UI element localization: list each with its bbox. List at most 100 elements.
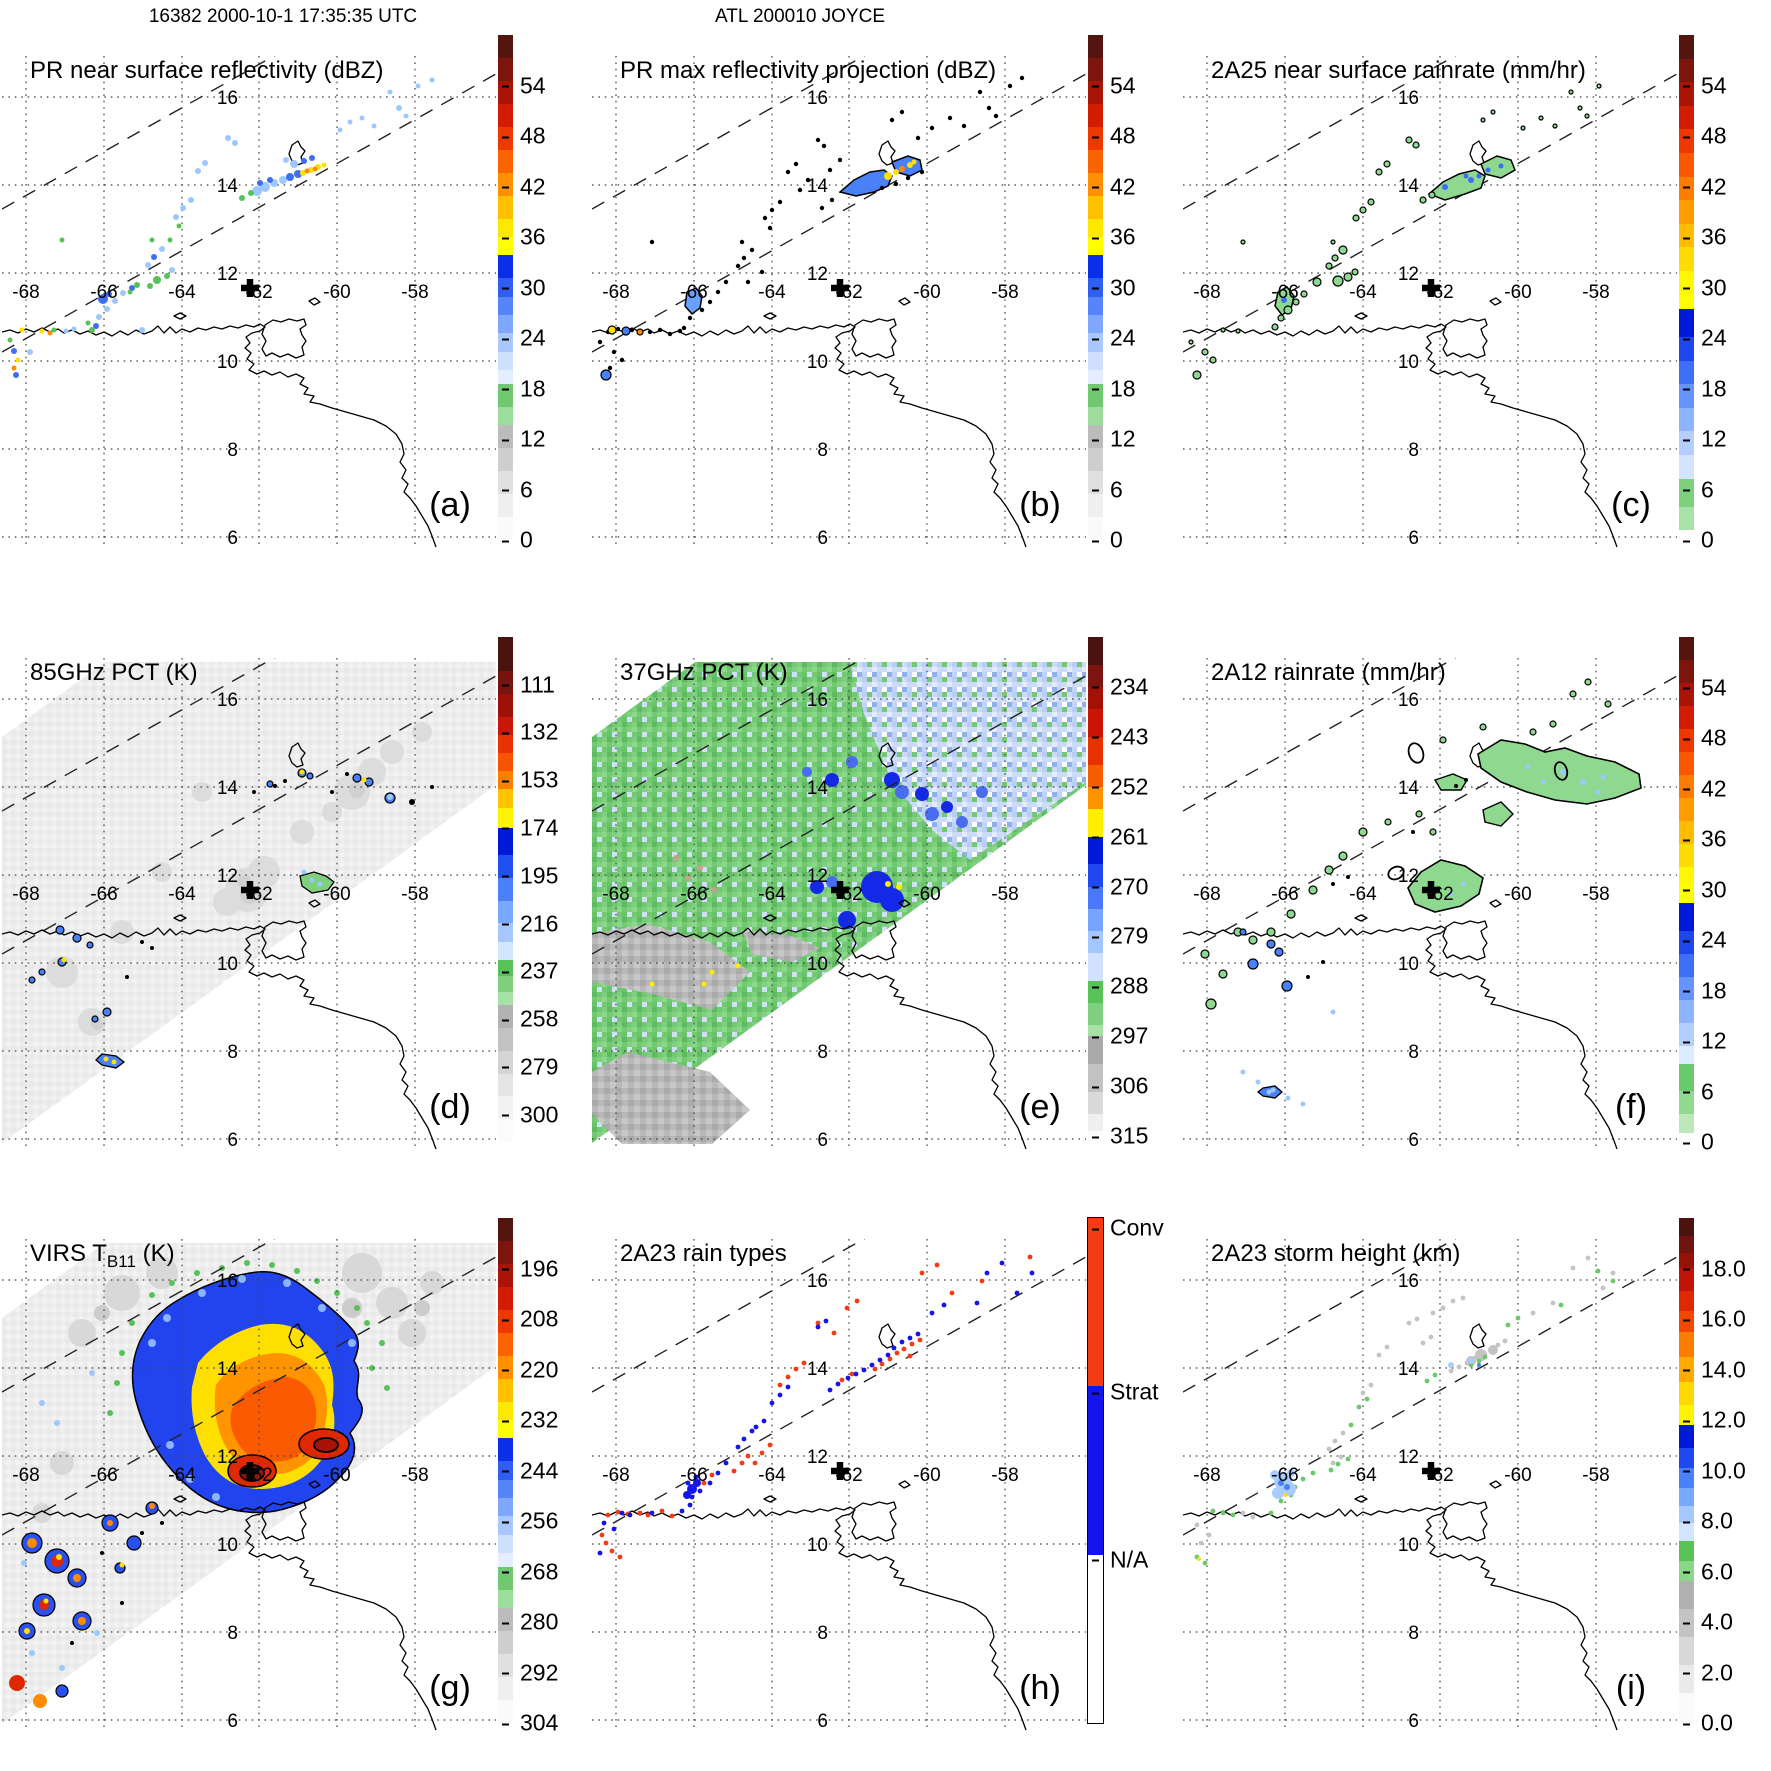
- colorbar-segment: [1679, 843, 1694, 867]
- lon-label: -68: [12, 884, 39, 905]
- colorbar-segment: [1679, 1022, 1694, 1046]
- colorbar-tick: 24: [1683, 324, 1727, 351]
- colorbar-segment: [1679, 999, 1694, 1023]
- lon-label: -58: [991, 282, 1018, 303]
- data-blob: [95, 1053, 126, 1069]
- lat-label: 10: [1398, 954, 1419, 975]
- colorbar-segment: [1088, 35, 1103, 58]
- data-dots: [15, 162, 327, 363]
- colorbar-segment: [1088, 886, 1103, 909]
- coastline: [1183, 323, 1618, 548]
- lon-label: -64: [1349, 1465, 1377, 1486]
- colorbar-tick: Conv: [1092, 1214, 1164, 1241]
- colorbar-segment: [498, 855, 513, 879]
- colorbar-tick: 268: [501, 1558, 559, 1584]
- colorbar-tick: 256: [501, 1507, 559, 1534]
- colorbar-tick: 208: [501, 1305, 559, 1332]
- colorbar-segment: [1679, 866, 1694, 885]
- axis-labels: -68 -66 -64 -62 -60 -58 16 14 12 10 8 6: [602, 88, 1018, 549]
- colorbar-segment: [1679, 1045, 1694, 1064]
- coastline: [1183, 925, 1618, 1150]
- colorbar-tick: 18: [1092, 375, 1136, 401]
- lon-label: -66: [680, 1465, 707, 1486]
- colorbar-segment: [1088, 1114, 1103, 1131]
- lon-label: -60: [913, 282, 940, 303]
- coastline: [763, 312, 777, 320]
- colorbar-segment: [1679, 1404, 1694, 1425]
- colorbar-segment: [1679, 35, 1694, 59]
- colorbar-tick: 220: [501, 1356, 559, 1382]
- colorbar-tick: 54: [1092, 72, 1136, 98]
- colorbar-segment: [498, 1516, 513, 1535]
- axis-labels: -68 -66 -64 -62 -60 -58 16 14 12 10 8 6: [1193, 1271, 1609, 1732]
- colorbar-tick: N/A: [1091, 1546, 1149, 1573]
- colorbar-e: [1088, 637, 1103, 1142]
- panel-letter: (c): [1611, 486, 1651, 524]
- map-i: -68 -66 -64 -62 -60 -58 16 14 12 10 8 6 (i) 2A23 stor…: [1183, 1239, 1677, 1732]
- field-texture: [802, 756, 988, 888]
- colorbar-segment: [1679, 1235, 1694, 1254]
- colorbar-segment: [1088, 864, 1103, 887]
- storm-center-cross: [831, 1462, 849, 1480]
- colorbar-segment: [1088, 195, 1103, 219]
- colorbar-segment: [1679, 1382, 1694, 1405]
- colorbar-tick: 216: [501, 910, 559, 937]
- lat-label: 8: [817, 1042, 828, 1063]
- colorbar-tick-labels: 54 48 42 36 30 24 18 12 6 0: [1683, 35, 1769, 553]
- colorbar-segment: [1679, 1581, 1694, 1610]
- colorbar-tick: 4.0: [1683, 1608, 1733, 1635]
- colorbar-segment: [498, 1608, 513, 1632]
- lon-label: -66: [90, 1465, 117, 1486]
- data-blob: [1407, 859, 1484, 913]
- colorbar-segment: [1679, 953, 1694, 977]
- colorbar-tick: 270: [1091, 873, 1149, 900]
- colorbar-tick: 30: [1683, 876, 1727, 902]
- colorbar-segment: [498, 1005, 513, 1029]
- colorbar-segment: [1679, 360, 1694, 385]
- colorbar-segment: [498, 1355, 513, 1379]
- colorbar-segment: [1679, 384, 1694, 408]
- colorbar-tick: 0: [1683, 526, 1714, 553]
- colorbar-segment: [1679, 105, 1694, 130]
- data-dots: [11, 166, 318, 371]
- colorbar-segment: [498, 1119, 513, 1142]
- panel-title: PR near surface reflectivity (dBZ): [30, 57, 383, 84]
- colorbar-segment: [1679, 247, 1694, 271]
- coastline: [1469, 1323, 1487, 1349]
- lon-label: -68: [602, 1465, 629, 1486]
- pr-swath-edge-line: [592, 73, 1086, 353]
- colorbar-tick: 48: [502, 122, 546, 149]
- axis-labels: -68 -66 -64 -62 -60 -58 16 14 12 10 8 6: [12, 690, 428, 1151]
- lon-label: -58: [401, 1465, 428, 1486]
- colorbar-tick: 0: [1092, 526, 1123, 553]
- pr-swath-edge-line: [592, 1256, 1086, 1536]
- lon-label: -66: [680, 282, 707, 303]
- colorbar-segment: [1679, 506, 1694, 531]
- panel-d: -68 -66 -64 -62 -60 -58 16 14 12 10 8 6 (d) 85GHz PCT…: [2, 632, 590, 1207]
- colorbar-segment: [1088, 1386, 1103, 1555]
- colorbar-segment: [1679, 797, 1694, 821]
- colorbar-segment: [498, 172, 513, 196]
- coastline: [2, 323, 437, 548]
- colorbar-segment: [1088, 383, 1103, 407]
- colorbar-segment: [498, 1332, 513, 1356]
- colorbar-segment: [1679, 1541, 1694, 1562]
- colorbar-segment: [498, 448, 513, 472]
- colorbar-segment: [1679, 270, 1694, 295]
- colorbar-segment: [1088, 1025, 1103, 1037]
- pr-swath-edge-line: [2, 73, 496, 353]
- colorbar-tick: 258: [501, 1005, 559, 1032]
- coastline: [261, 920, 307, 961]
- data-dots: [24, 1554, 125, 1634]
- colorbar-segment: [1088, 808, 1103, 837]
- lon-label: -60: [1504, 1465, 1531, 1486]
- colorbar-segment: [1679, 1114, 1694, 1133]
- colorbar-segment: [498, 425, 513, 449]
- data-blob: [1433, 773, 1469, 791]
- panel-letter: (g): [429, 1669, 471, 1707]
- coastline: [308, 1480, 321, 1489]
- coastline: [308, 297, 321, 306]
- colorbar-segment: [498, 406, 513, 426]
- lon-label: -60: [1504, 884, 1531, 905]
- lon-label: -62: [245, 282, 272, 303]
